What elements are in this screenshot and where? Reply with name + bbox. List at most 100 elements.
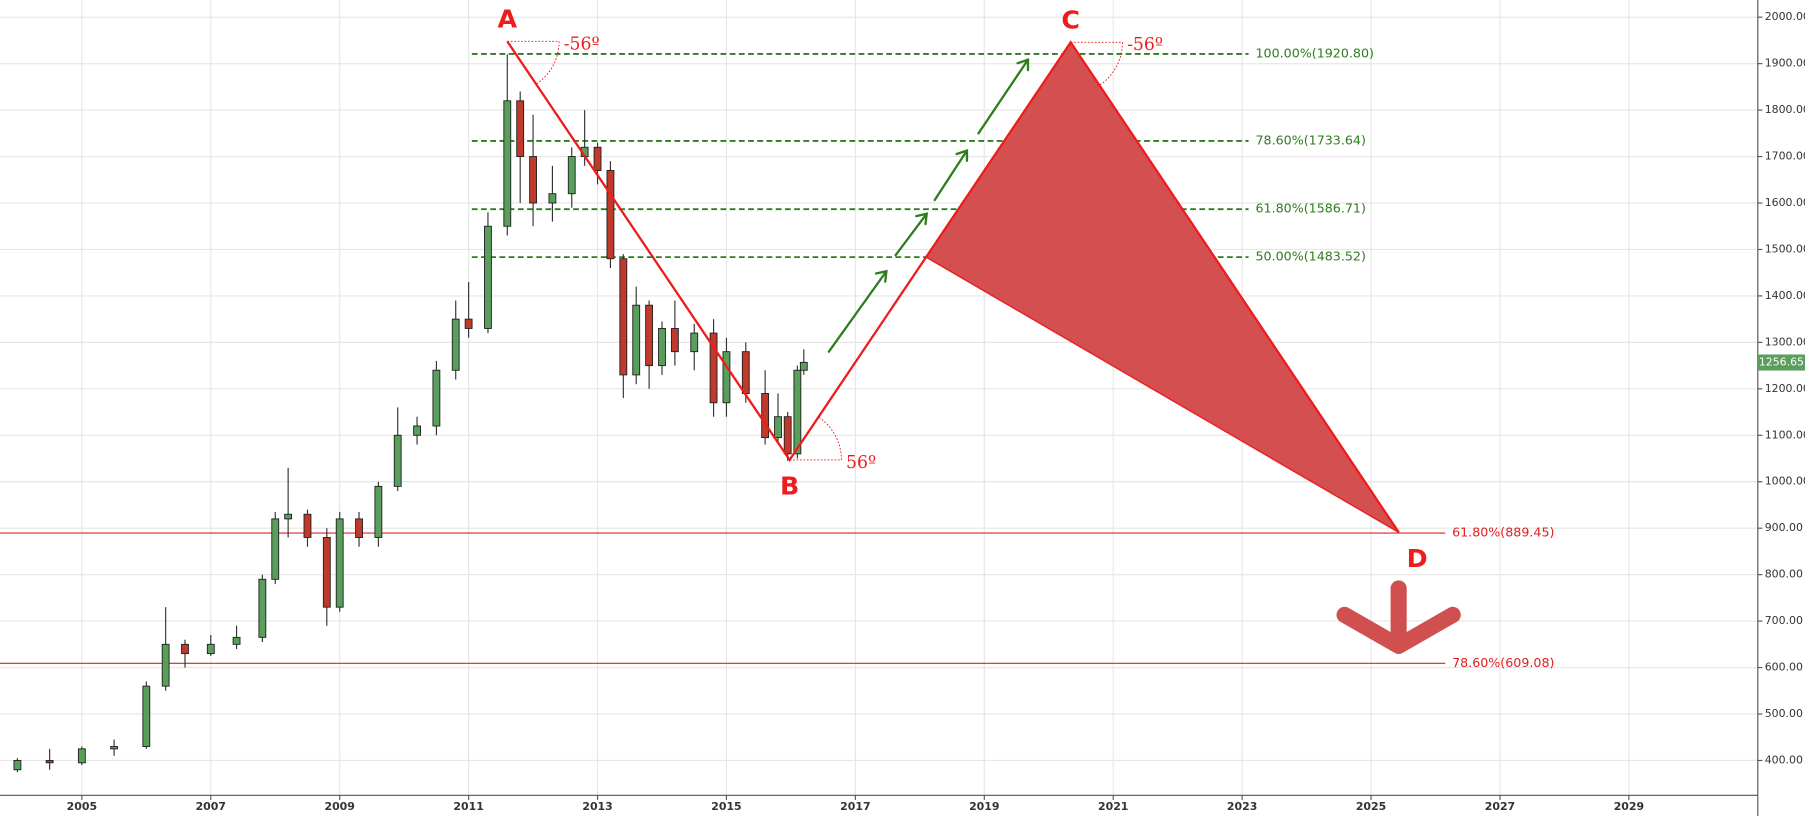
x-tick-label: 2023 bbox=[1227, 800, 1257, 813]
y-tick-label: 1200.00 bbox=[1765, 382, 1805, 395]
levels: 100.00%(1920.80) 78.60%(1733.64) 61.80%(15… bbox=[0, 45, 1554, 670]
candle-body bbox=[271, 518, 280, 580]
candle-body bbox=[761, 393, 770, 439]
grid bbox=[0, 0, 1758, 796]
down-arrow-head bbox=[1336, 606, 1461, 654]
candle-body bbox=[593, 146, 602, 171]
angle-label: -56º bbox=[564, 34, 600, 54]
y-tick-label: 500.00 bbox=[1765, 707, 1803, 720]
y-tick-label: 400.00 bbox=[1765, 753, 1803, 766]
y-tick-label: 1600.00 bbox=[1765, 196, 1805, 209]
candle-body bbox=[232, 636, 241, 645]
candle-body bbox=[529, 156, 537, 204]
arrow bbox=[933, 149, 969, 202]
y-tick-label: 1800.00 bbox=[1765, 103, 1805, 116]
candle-body bbox=[484, 225, 492, 329]
y-tick-label: 800.00 bbox=[1765, 568, 1803, 581]
candle-body bbox=[503, 100, 512, 227]
candle-body bbox=[303, 513, 312, 538]
y-tick-label: 600.00 bbox=[1765, 661, 1803, 674]
x-tick-label: 2011 bbox=[453, 800, 483, 813]
candle-body bbox=[709, 332, 718, 404]
y-tick-label: 1100.00 bbox=[1765, 428, 1805, 441]
candle-body bbox=[567, 156, 576, 195]
candle-body bbox=[741, 351, 750, 394]
candle-body bbox=[206, 643, 215, 655]
arrow-head bbox=[955, 148, 969, 163]
x-tick-label: 2017 bbox=[840, 800, 870, 813]
level-label: 61.80%(1586.71) bbox=[1255, 201, 1365, 216]
x-tick-label: 2027 bbox=[1485, 800, 1515, 813]
candle-body bbox=[413, 425, 421, 436]
y-tick-label: 1000.00 bbox=[1765, 475, 1805, 488]
point-label: B bbox=[780, 472, 799, 501]
candle-body bbox=[548, 193, 557, 204]
candle-body bbox=[335, 518, 344, 608]
x-tick-label: 2029 bbox=[1614, 800, 1644, 813]
candle-body bbox=[393, 434, 402, 487]
candle-body bbox=[799, 361, 808, 371]
candle-body bbox=[645, 304, 654, 367]
angle-label: 56º bbox=[846, 453, 876, 473]
x-tick-label: 2007 bbox=[196, 800, 226, 813]
arrow-head bbox=[1016, 58, 1030, 72]
candle-body bbox=[13, 760, 22, 771]
candle-body bbox=[774, 416, 782, 439]
y-tick-label: 2000.00 bbox=[1765, 10, 1805, 23]
candle-body bbox=[670, 327, 679, 353]
pattern-line bbox=[506, 40, 1400, 534]
y-tick-label: 1900.00 bbox=[1765, 57, 1805, 70]
arrow bbox=[977, 58, 1030, 135]
point-label: C bbox=[1061, 6, 1080, 35]
candle-body bbox=[464, 318, 473, 329]
x-tick-label: 2013 bbox=[582, 800, 612, 813]
candle-body bbox=[722, 351, 731, 404]
candle-body bbox=[793, 369, 802, 455]
candle-body bbox=[161, 643, 170, 687]
projection-arrows bbox=[827, 58, 1030, 353]
candles bbox=[13, 54, 808, 773]
y-tick-label: 1400.00 bbox=[1765, 289, 1805, 302]
candle-body bbox=[45, 760, 54, 764]
candle-body bbox=[619, 258, 628, 376]
point-label: A bbox=[497, 5, 517, 34]
x-tick-label: 2009 bbox=[325, 800, 355, 813]
level-label: 50.00%(1483.52) bbox=[1255, 249, 1365, 264]
candle-body bbox=[374, 485, 383, 538]
x-tick-label: 2021 bbox=[1098, 800, 1128, 813]
angle-arc bbox=[1099, 42, 1123, 86]
angle-arc bbox=[818, 416, 842, 460]
candle-body bbox=[516, 100, 525, 158]
y-tick-label: 700.00 bbox=[1765, 614, 1803, 627]
arrow-head bbox=[915, 212, 928, 226]
candle-body bbox=[783, 416, 792, 455]
level-label: 78.60%(1733.64) bbox=[1255, 132, 1365, 147]
y-tick-label: 1700.00 bbox=[1765, 150, 1805, 163]
candle-body bbox=[284, 513, 293, 520]
x-tick-label: 2015 bbox=[711, 800, 741, 813]
candle-body bbox=[142, 685, 151, 747]
level-label: 61.80%(889.45) bbox=[1452, 525, 1554, 540]
level-label: 78.60%(609.08) bbox=[1452, 655, 1554, 670]
candle-body bbox=[355, 518, 363, 538]
candle-body bbox=[258, 578, 267, 638]
arrow bbox=[894, 212, 928, 257]
x-tick-label: 2025 bbox=[1356, 800, 1386, 813]
y-tick-label: 1500.00 bbox=[1765, 242, 1805, 255]
y-tick-label: 900.00 bbox=[1765, 521, 1803, 534]
candle-body bbox=[690, 332, 699, 353]
candle-body bbox=[181, 643, 189, 655]
candle-body bbox=[451, 318, 460, 371]
candle-body bbox=[77, 748, 86, 764]
candle-body bbox=[658, 327, 666, 367]
candle-body bbox=[632, 304, 641, 376]
x-tick-label: 2019 bbox=[969, 800, 999, 813]
down-arrow bbox=[1336, 580, 1461, 654]
x-tick-label: 2005 bbox=[67, 800, 97, 813]
angle-label: -56º bbox=[1127, 35, 1163, 55]
point-label: D bbox=[1407, 544, 1428, 573]
candle-body bbox=[606, 170, 615, 260]
candle-body bbox=[110, 746, 119, 750]
